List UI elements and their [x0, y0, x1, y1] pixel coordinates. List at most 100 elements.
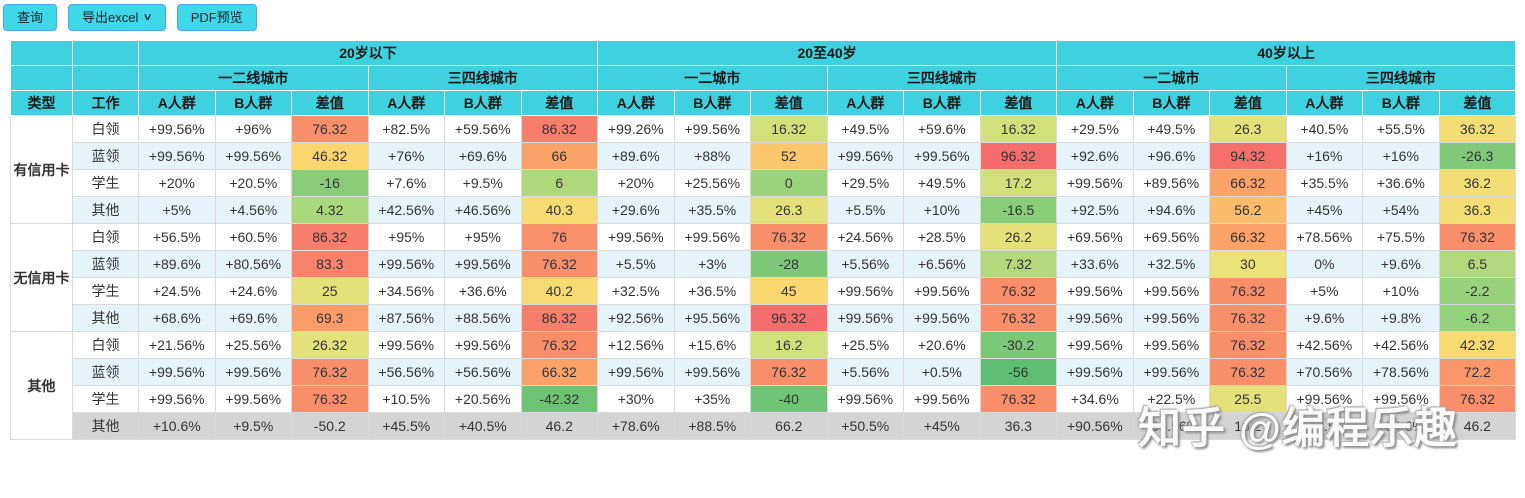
diff-cell: 40.2 — [520, 277, 599, 305]
value-cell: +20.6% — [903, 331, 981, 359]
value-cell: +99.56% — [444, 250, 522, 278]
query-button[interactable]: 查询 — [3, 4, 58, 31]
diff-cell: 86.32 — [520, 115, 599, 143]
metric-header: 差值 — [979, 90, 1058, 116]
export-excel-button[interactable]: 导出excel ∨ — [68, 4, 166, 31]
value-cell: +96% — [214, 115, 292, 143]
diff-cell: -26.3 — [1438, 142, 1517, 170]
work-cell: 学生 — [72, 169, 139, 197]
value-cell: +40.5% — [1285, 115, 1364, 143]
value-cell: +89.6% — [138, 250, 216, 278]
city-group-header: 一二线城市 — [138, 65, 369, 91]
value-cell: +56.56% — [444, 358, 522, 386]
diff-cell: 17.2 — [979, 169, 1058, 197]
diff-cell: 36.32 — [1438, 115, 1517, 143]
value-cell: 0% — [1285, 250, 1364, 278]
diff-cell: 76.32 — [1438, 385, 1517, 413]
value-cell: +99.56% — [1056, 358, 1134, 386]
value-cell: +99.56% — [1285, 385, 1364, 413]
diff-cell: 4.32 — [291, 196, 369, 224]
toolbar: 查询 导出excel ∨ PDF预览 — [0, 0, 1525, 31]
value-cell: +99.56% — [367, 250, 445, 278]
value-cell: +99.56% — [138, 115, 216, 143]
value-cell: +89.56% — [1132, 169, 1211, 197]
diff-cell: -6.2 — [1438, 304, 1517, 332]
table-row: 蓝领 +89.6% +80.56% 83.3 +99.56% +99.56% 76.32 +5… — [11, 250, 1517, 278]
value-cell: +55.5% — [1362, 115, 1440, 143]
metric-header: B人群 — [1132, 90, 1211, 116]
value-cell: +68.6% — [138, 304, 216, 332]
diff-cell: 86.32 — [520, 304, 599, 332]
city-group-header: 三四线城市 — [367, 65, 599, 91]
diff-cell: -56 — [979, 358, 1058, 386]
value-cell: +89.6% — [597, 142, 675, 170]
table-row: 蓝领 +99.56% +99.56% 46.32 +76% +69.6% 66 +89.6% +… — [11, 142, 1517, 170]
work-cell: 白领 — [72, 331, 139, 359]
blank-header-cell — [10, 65, 73, 91]
value-cell: +49.5% — [826, 115, 905, 143]
value-cell: +99.56% — [903, 142, 981, 170]
blank-header-cell — [72, 65, 139, 91]
value-cell: +42.5% — [1285, 412, 1364, 440]
value-cell: +96.6% — [1132, 142, 1211, 170]
city-group-header: 一二城市 — [597, 65, 828, 91]
pdf-preview-button[interactable]: PDF预览 — [176, 4, 257, 31]
type-column-header: 类型 — [10, 90, 73, 116]
metric-header: A人群 — [826, 90, 905, 116]
diff-cell: 76.32 — [979, 277, 1058, 305]
diff-cell: 30 — [1209, 250, 1287, 278]
value-cell: +36.6% — [1362, 169, 1440, 197]
diff-cell: 26.3 — [750, 196, 828, 224]
diff-cell: 25 — [291, 277, 369, 305]
diff-cell: 76.32 — [291, 385, 369, 413]
value-cell: +7.6% — [367, 169, 445, 197]
metric-header: B人群 — [444, 90, 522, 116]
value-cell: +69.56% — [1056, 223, 1134, 251]
city-group-header: 三四线城市 — [826, 65, 1058, 91]
value-cell: +99.56% — [826, 277, 905, 305]
diff-cell: 76.32 — [1209, 331, 1287, 359]
chevron-down-icon: ∨ — [142, 11, 154, 23]
diff-cell: 76 — [520, 223, 599, 251]
value-cell: +69.6% — [214, 304, 292, 332]
work-cell: 其他 — [72, 196, 139, 224]
value-cell: +94.6% — [1132, 196, 1211, 224]
value-cell: +12.56% — [597, 331, 675, 359]
value-cell: +10% — [1362, 277, 1440, 305]
value-cell: +99.56% — [1362, 385, 1440, 413]
value-cell: +69.6% — [444, 142, 522, 170]
value-cell: +22.5% — [1132, 385, 1211, 413]
type-cell: 无信用卡 — [10, 223, 73, 332]
diff-cell: 46.32 — [291, 142, 369, 170]
value-cell: +30% — [597, 385, 675, 413]
value-cell: +32.5% — [597, 277, 675, 305]
value-cell: +95% — [444, 223, 522, 251]
type-cell: 有信用卡 — [10, 115, 73, 224]
diff-cell: 76.32 — [1209, 358, 1287, 386]
metric-header: B人群 — [673, 90, 752, 116]
value-cell: +10.6% — [138, 412, 216, 440]
value-cell: +36.5% — [673, 277, 752, 305]
value-cell: +99.56% — [826, 304, 905, 332]
value-cell: +24.56% — [826, 223, 905, 251]
table-row: 其他 +10.6% +9.5% -50.2 +45.5% +40.5% 46.2 +78.6%… — [11, 412, 1517, 440]
value-cell: +34.56% — [367, 277, 445, 305]
diff-cell: 36.2 — [1438, 169, 1517, 197]
diff-cell: 76.32 — [291, 358, 369, 386]
value-cell: +42.56% — [1362, 331, 1440, 359]
table-row: 无信用卡 白领 +56.5% +60.5% 86.32 +95% +95% 76 +99.56%… — [10, 223, 1517, 332]
table-row: 学生 +24.5% +24.6% 25 +34.56% +36.6% 40.2 +32.5% +… — [11, 277, 1517, 305]
value-cell: +99.56% — [138, 358, 216, 386]
value-cell: +92.5% — [1056, 196, 1134, 224]
value-cell: +16% — [1362, 142, 1440, 170]
table-row: 有信用卡 白领 +99.56% +96% 76.32 +82.5% +59.56% 86.32… — [10, 115, 1517, 224]
diff-cell: 45 — [750, 277, 828, 305]
value-cell: +49.5% — [1132, 115, 1211, 143]
diff-cell: 96.32 — [979, 142, 1058, 170]
work-column-header: 工作 — [72, 90, 139, 116]
work-cell: 其他 — [72, 304, 139, 332]
value-cell: +20% — [138, 169, 216, 197]
value-cell: +99.56% — [138, 142, 216, 170]
value-cell: +28.5% — [903, 223, 981, 251]
value-cell: +45% — [1285, 196, 1364, 224]
